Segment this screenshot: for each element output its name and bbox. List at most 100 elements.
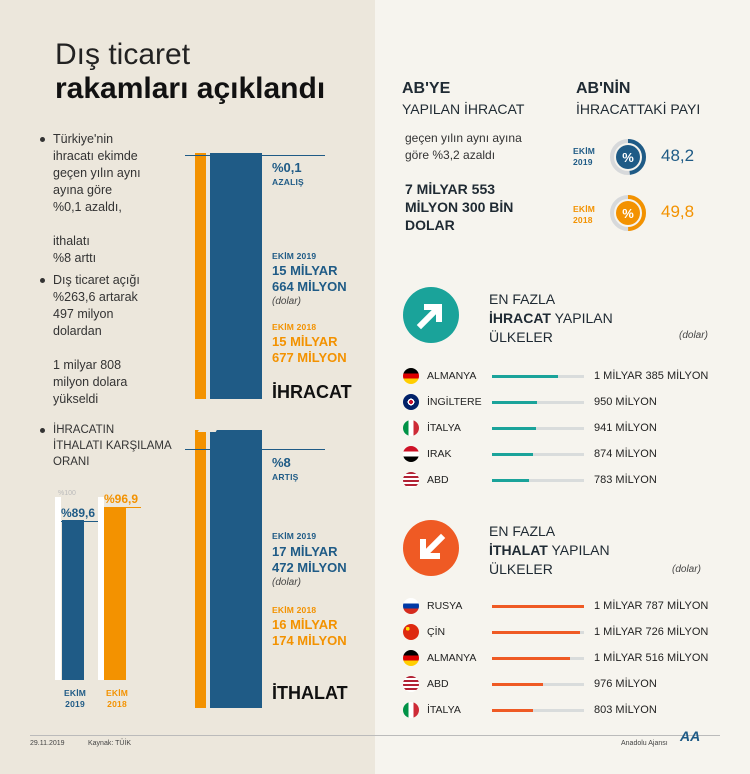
ab-export-desc-text: göre %3,2 azaldı bbox=[405, 148, 496, 162]
country-value: 803 MİLYON bbox=[594, 704, 657, 716]
country-value: 1 MİLYAR 726 MİLYON bbox=[594, 626, 709, 638]
country-value: 941 MİLYON bbox=[594, 422, 657, 434]
export-2018-value-2: 677 MİLYON bbox=[272, 350, 347, 365]
bar-fill bbox=[492, 605, 584, 608]
note-2: Dış ticaret açığı %263,6 artarak 497 mil… bbox=[53, 272, 183, 408]
note-text: %8 arttı bbox=[53, 251, 97, 265]
coverage-title-text: İTHALATI KARŞILAMA bbox=[53, 440, 172, 452]
note-text: geçen yılın aynı bbox=[53, 166, 141, 180]
bar-fill bbox=[492, 683, 543, 686]
export-2019-value-1: 15 MİLYAR bbox=[272, 263, 338, 278]
import-2018-value-2: 174 MİLYON bbox=[272, 633, 347, 648]
import-2019-label: EKİM 2019 bbox=[272, 531, 317, 541]
import-change-label: ARTIŞ bbox=[272, 472, 299, 482]
ab-export-value-text: 7 MİLYAR 553 bbox=[405, 181, 496, 197]
export-2019-bar bbox=[210, 153, 262, 399]
ab-export-value-text: DOLAR bbox=[405, 217, 455, 233]
title-bold: İHRACAT bbox=[489, 310, 551, 326]
bar-track bbox=[492, 427, 584, 430]
note-text: ithalatı bbox=[53, 234, 90, 248]
donut-center bbox=[616, 201, 640, 225]
ab-share-title-2: İHRACATTAKİ PAYI bbox=[576, 101, 701, 117]
note-1: Türkiye'nin ihracatı ekimde geçen yılın … bbox=[53, 131, 183, 267]
country-value: 1 MİLYAR 516 MİLYON bbox=[594, 652, 709, 664]
title-text: İHRACAT YAPILAN bbox=[489, 309, 613, 328]
coverage-title-text: İHRACATIN bbox=[53, 424, 115, 436]
flag-icon bbox=[403, 472, 419, 488]
flag-icon bbox=[403, 624, 419, 640]
note-text: milyon dolara bbox=[53, 375, 128, 389]
coverage-2018-line bbox=[104, 507, 141, 508]
bar-fill bbox=[492, 427, 536, 430]
bar-track bbox=[492, 401, 584, 404]
country-label: İTALYA bbox=[427, 422, 461, 434]
footer-divider bbox=[30, 735, 720, 736]
flag-icon bbox=[403, 420, 419, 436]
bar-track bbox=[492, 709, 584, 712]
percent-icon: % bbox=[622, 206, 634, 221]
note-text: yükseldi bbox=[53, 392, 99, 406]
title-rest: YAPILAN bbox=[547, 542, 610, 558]
import-2018-bar bbox=[195, 430, 206, 708]
country-value: 874 MİLYON bbox=[594, 448, 657, 460]
export-change-label: AZALIŞ bbox=[272, 177, 304, 187]
country-value: 976 MİLYON bbox=[594, 678, 657, 690]
bar-fill bbox=[492, 709, 533, 712]
note-text: Dış ticaret açığı bbox=[53, 273, 140, 287]
ab-export-title-2: YAPILAN İHRACAT bbox=[402, 101, 525, 117]
bar-fill bbox=[492, 375, 558, 378]
label-text: 2018 bbox=[573, 215, 593, 225]
import-2019-value-2: 472 MİLYON bbox=[272, 560, 347, 575]
ab-export-desc-text: geçen yılın aynı ayına bbox=[405, 131, 522, 145]
bar-track bbox=[492, 479, 584, 482]
title-text: ÜLKELER bbox=[489, 329, 553, 345]
import-unit: (dolar) bbox=[272, 577, 301, 588]
flag-icon bbox=[403, 368, 419, 384]
ab-share-2018-label: EKİM 2018 bbox=[573, 204, 595, 226]
bullet-icon bbox=[40, 428, 45, 433]
export-change-line bbox=[185, 155, 325, 156]
coverage-2018-value: %96,9 bbox=[104, 492, 139, 506]
country-label: ÇİN bbox=[427, 626, 446, 638]
export-change-value: %0,1 bbox=[272, 160, 302, 175]
aa-logo: AA bbox=[680, 728, 701, 744]
country-value: 950 MİLYON bbox=[594, 396, 657, 408]
country-label: ALMANYA bbox=[427, 652, 477, 664]
ab-share-title-1: AB'NİN bbox=[576, 80, 631, 97]
country-label: İNGİLTERE bbox=[427, 396, 482, 408]
bar-fill bbox=[492, 401, 537, 404]
title-line1: Dış ticaret bbox=[55, 38, 191, 71]
title-text: ÜLKELER bbox=[489, 561, 553, 577]
note-text: %263,6 artarak bbox=[53, 290, 138, 304]
title-line2: rakamları açıklandı bbox=[55, 72, 326, 105]
export-arrow-icon bbox=[403, 287, 459, 343]
coverage-2019-xlabel: EKİM 2019 bbox=[64, 688, 86, 710]
country-value: 1 MİLYAR 385 MİLYON bbox=[594, 370, 709, 382]
coverage-title-text: ORANI bbox=[53, 456, 90, 468]
note-text: 1 milyar 808 bbox=[53, 358, 122, 372]
donut-fill bbox=[610, 139, 646, 175]
import-2018-value-1: 16 MİLYAR bbox=[272, 617, 338, 632]
ab-export-title-1: AB'YE bbox=[402, 80, 451, 97]
country-label: RUSYA bbox=[427, 600, 463, 612]
export-2018-value-1: 15 MİLYAR bbox=[272, 334, 338, 349]
ab-share-2018-value: 49,8 bbox=[661, 202, 695, 221]
country-value: 1 MİLYAR 787 MİLYON bbox=[594, 600, 709, 612]
axis-100-line bbox=[55, 497, 61, 680]
bullet-icon bbox=[40, 137, 45, 142]
top-import-unit: (dolar) bbox=[672, 564, 701, 575]
ab-share-2019-donut: % bbox=[610, 139, 646, 175]
ab-export-value: 7 MİLYAR 553 MİLYON 300 BİN DOLAR bbox=[405, 180, 513, 234]
coverage-2018-xlabel: EKİM 2018 bbox=[106, 688, 128, 710]
export-unit: (dolar) bbox=[272, 296, 301, 307]
coverage-2019-value: %89,6 bbox=[61, 506, 96, 520]
percent-icon: % bbox=[622, 150, 634, 165]
xlabel-text: EKİM bbox=[64, 688, 87, 698]
footer-source: Kaynak: TÜİK bbox=[88, 740, 132, 747]
export-2018-label: EKİM 2018 bbox=[272, 322, 317, 332]
coverage-axis-label: %100 bbox=[58, 490, 76, 497]
bar-track bbox=[492, 453, 584, 456]
import-2019-value-1: 17 MİLYAR bbox=[272, 544, 338, 559]
country-label: ALMANYA bbox=[427, 370, 477, 382]
